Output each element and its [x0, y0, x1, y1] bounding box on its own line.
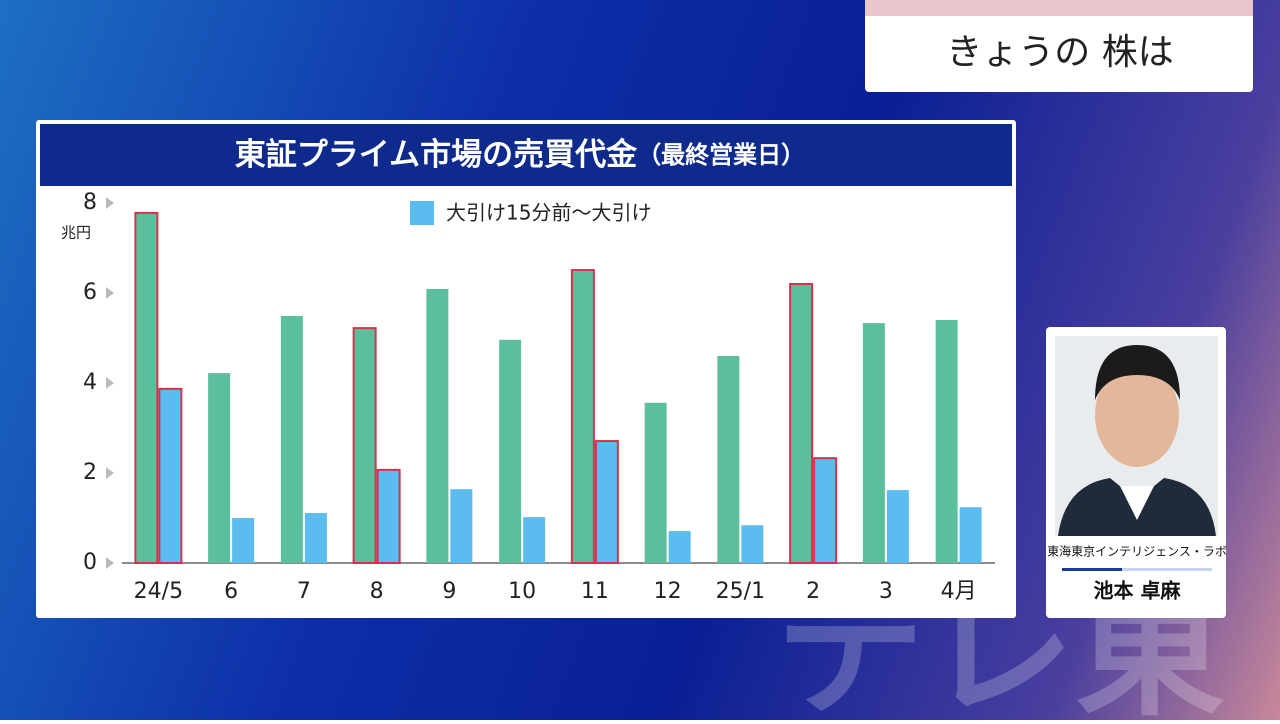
y-tick-mark [106, 287, 114, 299]
bar [789, 283, 814, 564]
presenter-name: 池本 卓麻 [1094, 579, 1182, 603]
bar [935, 320, 958, 563]
bar [376, 468, 401, 565]
bar [304, 513, 327, 563]
x-tick-label: 3 [879, 579, 893, 604]
divider-accent [1062, 568, 1122, 571]
x-tick-label: 25/1 [716, 579, 765, 604]
y-tick-mark [106, 557, 114, 569]
bar [862, 323, 885, 563]
presenter-company: 東海東京インテリジェンス・ラボ [1047, 544, 1227, 559]
x-tick-label: 4月 [941, 579, 977, 604]
bar [426, 288, 449, 563]
divider [1062, 568, 1212, 571]
legend-label: 大引け15分前～大引け [446, 201, 651, 225]
bar [232, 518, 255, 563]
hair [1095, 345, 1180, 400]
bar [499, 339, 522, 563]
bar [741, 525, 764, 563]
bar [450, 489, 473, 563]
bar [886, 490, 909, 563]
x-tick-label: 6 [224, 579, 238, 604]
bar [594, 440, 619, 564]
bar [959, 507, 982, 563]
bar [570, 269, 595, 564]
x-tick-label: 8 [370, 579, 384, 604]
bar [208, 373, 231, 563]
x-tick-label: 2 [806, 579, 820, 604]
shirt [1120, 486, 1154, 520]
x-tick-label: 10 [508, 579, 536, 604]
chart-subtitle: （最終営業日） [637, 141, 805, 169]
bar [644, 402, 667, 563]
chart-title: 東証プライム市場の売買代金 [235, 137, 638, 173]
y-tick-label: 6 [83, 280, 97, 305]
x-tick-label: 9 [442, 579, 456, 604]
x-tick-label: 7 [297, 579, 311, 604]
y-tick-label: 4 [83, 370, 97, 395]
y-tick-label: 8 [83, 190, 97, 215]
bar [668, 531, 691, 563]
bar [158, 387, 183, 564]
bar [134, 211, 159, 564]
bar [280, 315, 303, 563]
y-tick-mark [106, 467, 114, 479]
y-tick-mark [106, 197, 114, 209]
face [1095, 363, 1179, 467]
y-tick-mark [106, 377, 114, 389]
x-tick-label: 24/5 [134, 579, 183, 604]
header-box [865, 0, 1253, 92]
bar [523, 517, 546, 563]
y-tick-label: 0 [83, 550, 97, 575]
bar [717, 356, 740, 563]
x-tick-label: 12 [654, 579, 682, 604]
y-tick-label: 2 [83, 460, 97, 485]
svg-text:東証プライム市場の売買代金（最終営業日）: 東証プライム市場の売買代金（最終営業日） [235, 137, 805, 173]
legend-swatch [410, 201, 434, 225]
header-label: きょうの 株は [946, 32, 1173, 73]
header-strip [865, 0, 1253, 16]
y-axis-label: 兆円 [61, 224, 91, 242]
bar [352, 327, 377, 564]
bar [813, 457, 838, 564]
title-bar [40, 124, 1012, 186]
x-tick-label: 11 [581, 579, 609, 604]
